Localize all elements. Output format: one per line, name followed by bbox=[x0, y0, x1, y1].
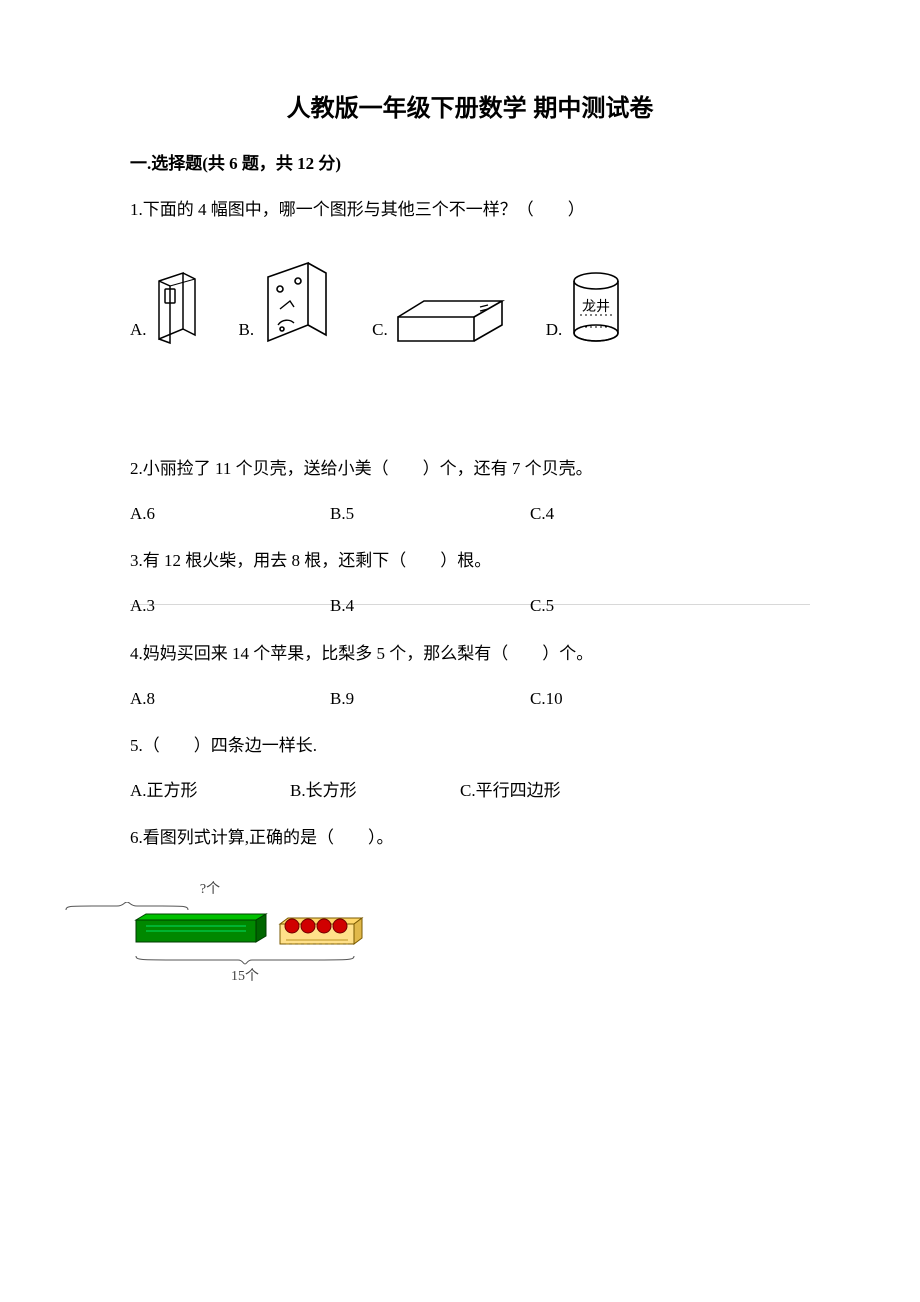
question-5-text: 5.（ ）四条边一样长. bbox=[130, 732, 810, 759]
option-c: C.平行四边形 bbox=[460, 777, 660, 804]
question-4-options: A.8 B.9 C.10 bbox=[130, 685, 810, 712]
question-2-text: 2.小丽捡了 11 个贝壳，送给小美（ ）个，还有 7 个贝壳。 bbox=[130, 455, 810, 482]
option-b: B.长方形 bbox=[290, 777, 460, 804]
option-b: B.4 bbox=[330, 592, 530, 619]
cylinder-d-icon: 龙井 bbox=[568, 271, 624, 345]
cuboid-c-icon bbox=[394, 297, 506, 345]
cuboid-a-icon bbox=[153, 267, 199, 345]
option-d-letter: D. bbox=[546, 316, 563, 345]
option-a: A. bbox=[130, 267, 199, 345]
question-1-options: A. B. bbox=[130, 259, 810, 345]
question-3: 3.有 12 根火柴，用去 8 根，还剩下（ ）根。 A.3 B.4 C.5 bbox=[130, 547, 810, 619]
boxes-figure-icon bbox=[130, 912, 370, 954]
option-c: C.10 bbox=[530, 685, 730, 712]
question-1-text: 1.下面的 4 幅图中，哪一个图形与其他三个不一样？（ ） bbox=[130, 196, 810, 223]
top-label: ?个 bbox=[60, 879, 360, 901]
question-6-figure: ?个 15个 bbox=[130, 879, 810, 988]
option-b: B.5 bbox=[330, 500, 530, 527]
option-a: A.8 bbox=[130, 685, 330, 712]
question-2-options: A.6 B.5 C.4 bbox=[130, 500, 810, 527]
page-title: 人教版一年级下册数学 期中测试卷 bbox=[130, 90, 810, 128]
option-b-letter: B. bbox=[239, 316, 255, 345]
question-4-text: 4.妈妈买回来 14 个苹果，比梨多 5 个，那么梨有（ ）个。 bbox=[130, 640, 810, 667]
section-heading: 一.选择题(共 6 题，共 12 分) bbox=[130, 150, 810, 177]
question-6-text: 6.看图列式计算,正确的是（ ）。 bbox=[130, 824, 810, 851]
option-c: C.5 bbox=[530, 592, 730, 619]
option-a-letter: A. bbox=[130, 316, 147, 345]
option-c: C.4 bbox=[530, 500, 730, 527]
option-c-letter: C. bbox=[372, 316, 388, 345]
option-c: C. bbox=[372, 297, 506, 345]
question-4: 4.妈妈买回来 14 个苹果，比梨多 5 个，那么梨有（ ）个。 A.8 B.9… bbox=[130, 640, 810, 712]
question-5: 5.（ ）四条边一样长. A.正方形 B.长方形 C.平行四边形 bbox=[130, 732, 810, 804]
brace-top-icon bbox=[62, 902, 192, 912]
bottom-label: 15个 bbox=[130, 966, 360, 988]
option-b: B. bbox=[239, 259, 333, 345]
option-d: D. 龙井 bbox=[546, 271, 625, 345]
question-2: 2.小丽捡了 11 个贝壳，送给小美（ ）个，还有 7 个贝壳。 A.6 B.5… bbox=[130, 455, 810, 527]
option-b: B.9 bbox=[330, 685, 530, 712]
question-6: 6.看图列式计算,正确的是（ ）。 bbox=[130, 824, 810, 851]
svg-text:龙井: 龙井 bbox=[582, 299, 610, 315]
cuboid-b-icon bbox=[260, 259, 332, 345]
brace-bottom-icon bbox=[130, 954, 360, 966]
question-3-options: A.3 B.4 C.5 bbox=[130, 592, 810, 619]
question-5-options: A.正方形 B.长方形 C.平行四边形 bbox=[130, 777, 810, 804]
question-1: 1.下面的 4 幅图中，哪一个图形与其他三个不一样？（ ） A. B. bbox=[130, 196, 810, 345]
option-a: A.3 bbox=[130, 592, 330, 619]
option-a: A.6 bbox=[130, 500, 330, 527]
question-3-text: 3.有 12 根火柴，用去 8 根，还剩下（ ）根。 bbox=[130, 547, 810, 574]
option-a: A.正方形 bbox=[130, 777, 290, 804]
